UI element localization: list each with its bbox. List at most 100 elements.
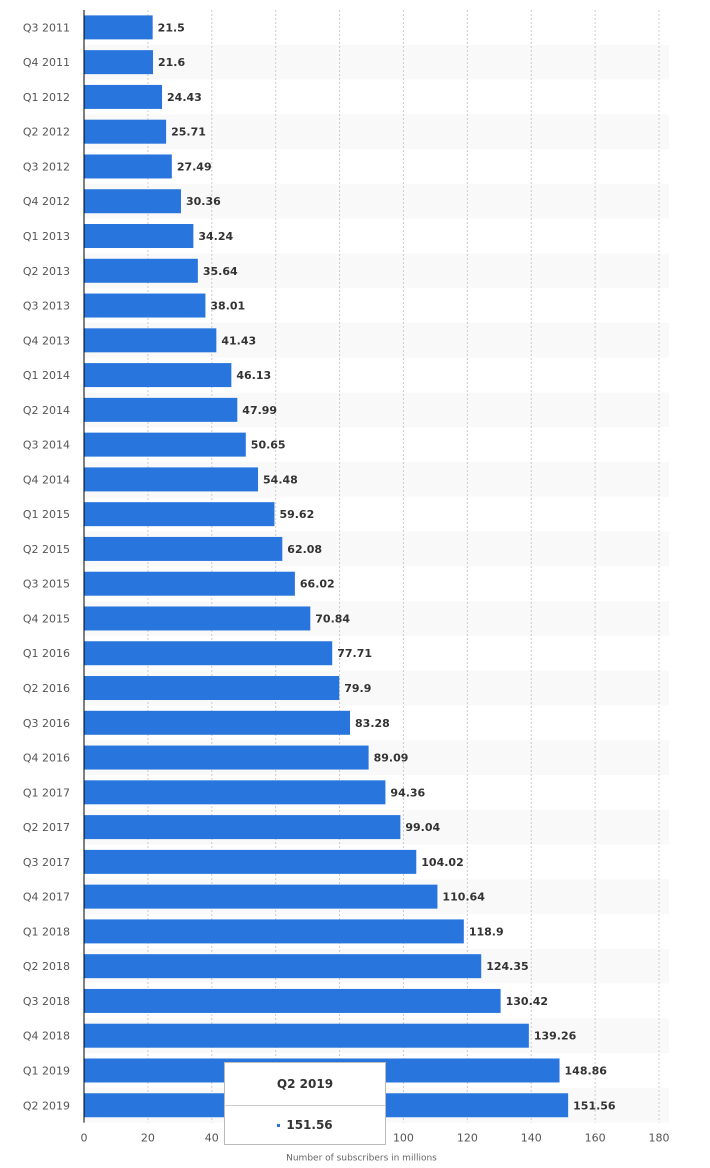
tooltip-value: 151.56 [286,1118,333,1132]
category-label: Q4 2018 [23,1030,70,1043]
category-label: Q1 2017 [23,786,70,799]
x-tick-label: 40 [205,1132,219,1145]
category-label: Q4 2016 [23,752,70,765]
tooltip: Q2 2019 151.56 [224,1062,386,1145]
data-label: 139.26 [534,1030,577,1043]
data-label: 46.13 [236,369,271,382]
data-label: 99.04 [405,821,440,834]
data-label: 25.71 [171,126,206,139]
data-label: 34.24 [198,230,233,243]
x-tick-label: 0 [81,1132,88,1145]
category-label: Q3 2014 [23,439,70,452]
bar [84,258,198,283]
category-label: Q1 2016 [23,647,70,660]
category-label: Q4 2014 [23,473,70,486]
bar [84,849,417,874]
category-label: Q3 2018 [23,995,70,1008]
category-label: Q2 2016 [23,682,70,695]
category-label: Q2 2012 [23,126,70,139]
category-label: Q1 2012 [23,91,70,104]
series-marker-icon [277,1124,281,1127]
data-label: 70.84 [315,612,350,625]
bar [84,328,217,353]
category-label: Q4 2017 [23,891,70,904]
category-label: Q2 2014 [23,404,70,417]
bar [84,780,386,805]
bar [84,397,238,422]
bar [84,467,259,492]
x-tick-label: 120 [457,1132,478,1145]
data-label: 94.36 [390,786,425,799]
bar [84,154,172,179]
category-label: Q3 2017 [23,856,70,869]
bar [84,15,153,40]
bar [84,641,333,666]
bar [84,536,283,561]
bar [84,84,163,109]
data-label: 151.56 [573,1099,616,1112]
data-label: 59.62 [279,508,314,521]
bar [84,363,232,388]
category-label: Q1 2014 [23,369,70,382]
tooltip-value-row: 151.56 [225,1106,385,1145]
category-label: Q4 2015 [23,612,70,625]
data-label: 79.9 [344,682,371,695]
category-label: Q4 2013 [23,334,70,347]
data-label: 35.64 [203,265,238,278]
bar [84,606,311,631]
data-label: 30.36 [186,195,221,208]
data-label: 62.08 [287,543,322,556]
bar [84,954,482,979]
data-label: 130.42 [506,995,548,1008]
row-stripe [84,44,669,80]
bar [84,224,194,249]
bar [84,432,246,457]
category-label: Q2 2019 [23,1099,70,1112]
category-label: Q3 2011 [23,21,70,34]
x-axis-title: Number of subscribers in millions [286,1154,437,1164]
data-label: 89.09 [374,752,409,765]
category-label: Q3 2012 [23,160,70,173]
category-label: Q1 2018 [23,925,70,938]
bar [84,189,181,214]
category-label: Q2 2017 [23,821,70,834]
x-tick-label: 160 [585,1132,606,1145]
category-label: Q2 2015 [23,543,70,556]
data-label: 24.43 [167,91,202,104]
bar [84,50,153,75]
data-label: 66.02 [300,578,335,591]
category-label: Q3 2015 [23,578,70,591]
bar [84,884,438,909]
data-label: 148.86 [565,1064,608,1077]
data-label: 21.6 [158,56,185,69]
category-label: Q4 2012 [23,195,70,208]
bar [84,119,167,144]
x-tick-label: 20 [141,1132,155,1145]
data-label: 124.35 [486,960,528,973]
category-label: Q1 2013 [23,230,70,243]
x-tick-label: 140 [521,1132,542,1145]
category-label: Q2 2013 [23,265,70,278]
data-label: 47.99 [242,404,277,417]
bar [84,502,275,527]
bar [84,745,369,770]
x-tick-label: 180 [649,1132,670,1145]
data-label: 104.02 [421,856,463,869]
data-label: 54.48 [263,473,298,486]
data-label: 27.49 [177,160,212,173]
bar [84,293,206,318]
category-label: Q3 2016 [23,717,70,730]
bar [84,676,340,701]
bar [84,571,295,596]
data-label: 21.5 [158,21,185,34]
category-label: Q4 2011 [23,56,70,69]
category-label: Q1 2019 [23,1064,70,1077]
row-stripe [84,114,669,150]
x-tick-label: 100 [393,1132,414,1145]
bar [84,1023,529,1048]
data-label: 77.71 [337,647,372,660]
data-label: 83.28 [355,717,390,730]
data-label: 38.01 [210,300,245,313]
category-label: Q2 2018 [23,960,70,973]
data-label: 41.43 [221,334,256,347]
